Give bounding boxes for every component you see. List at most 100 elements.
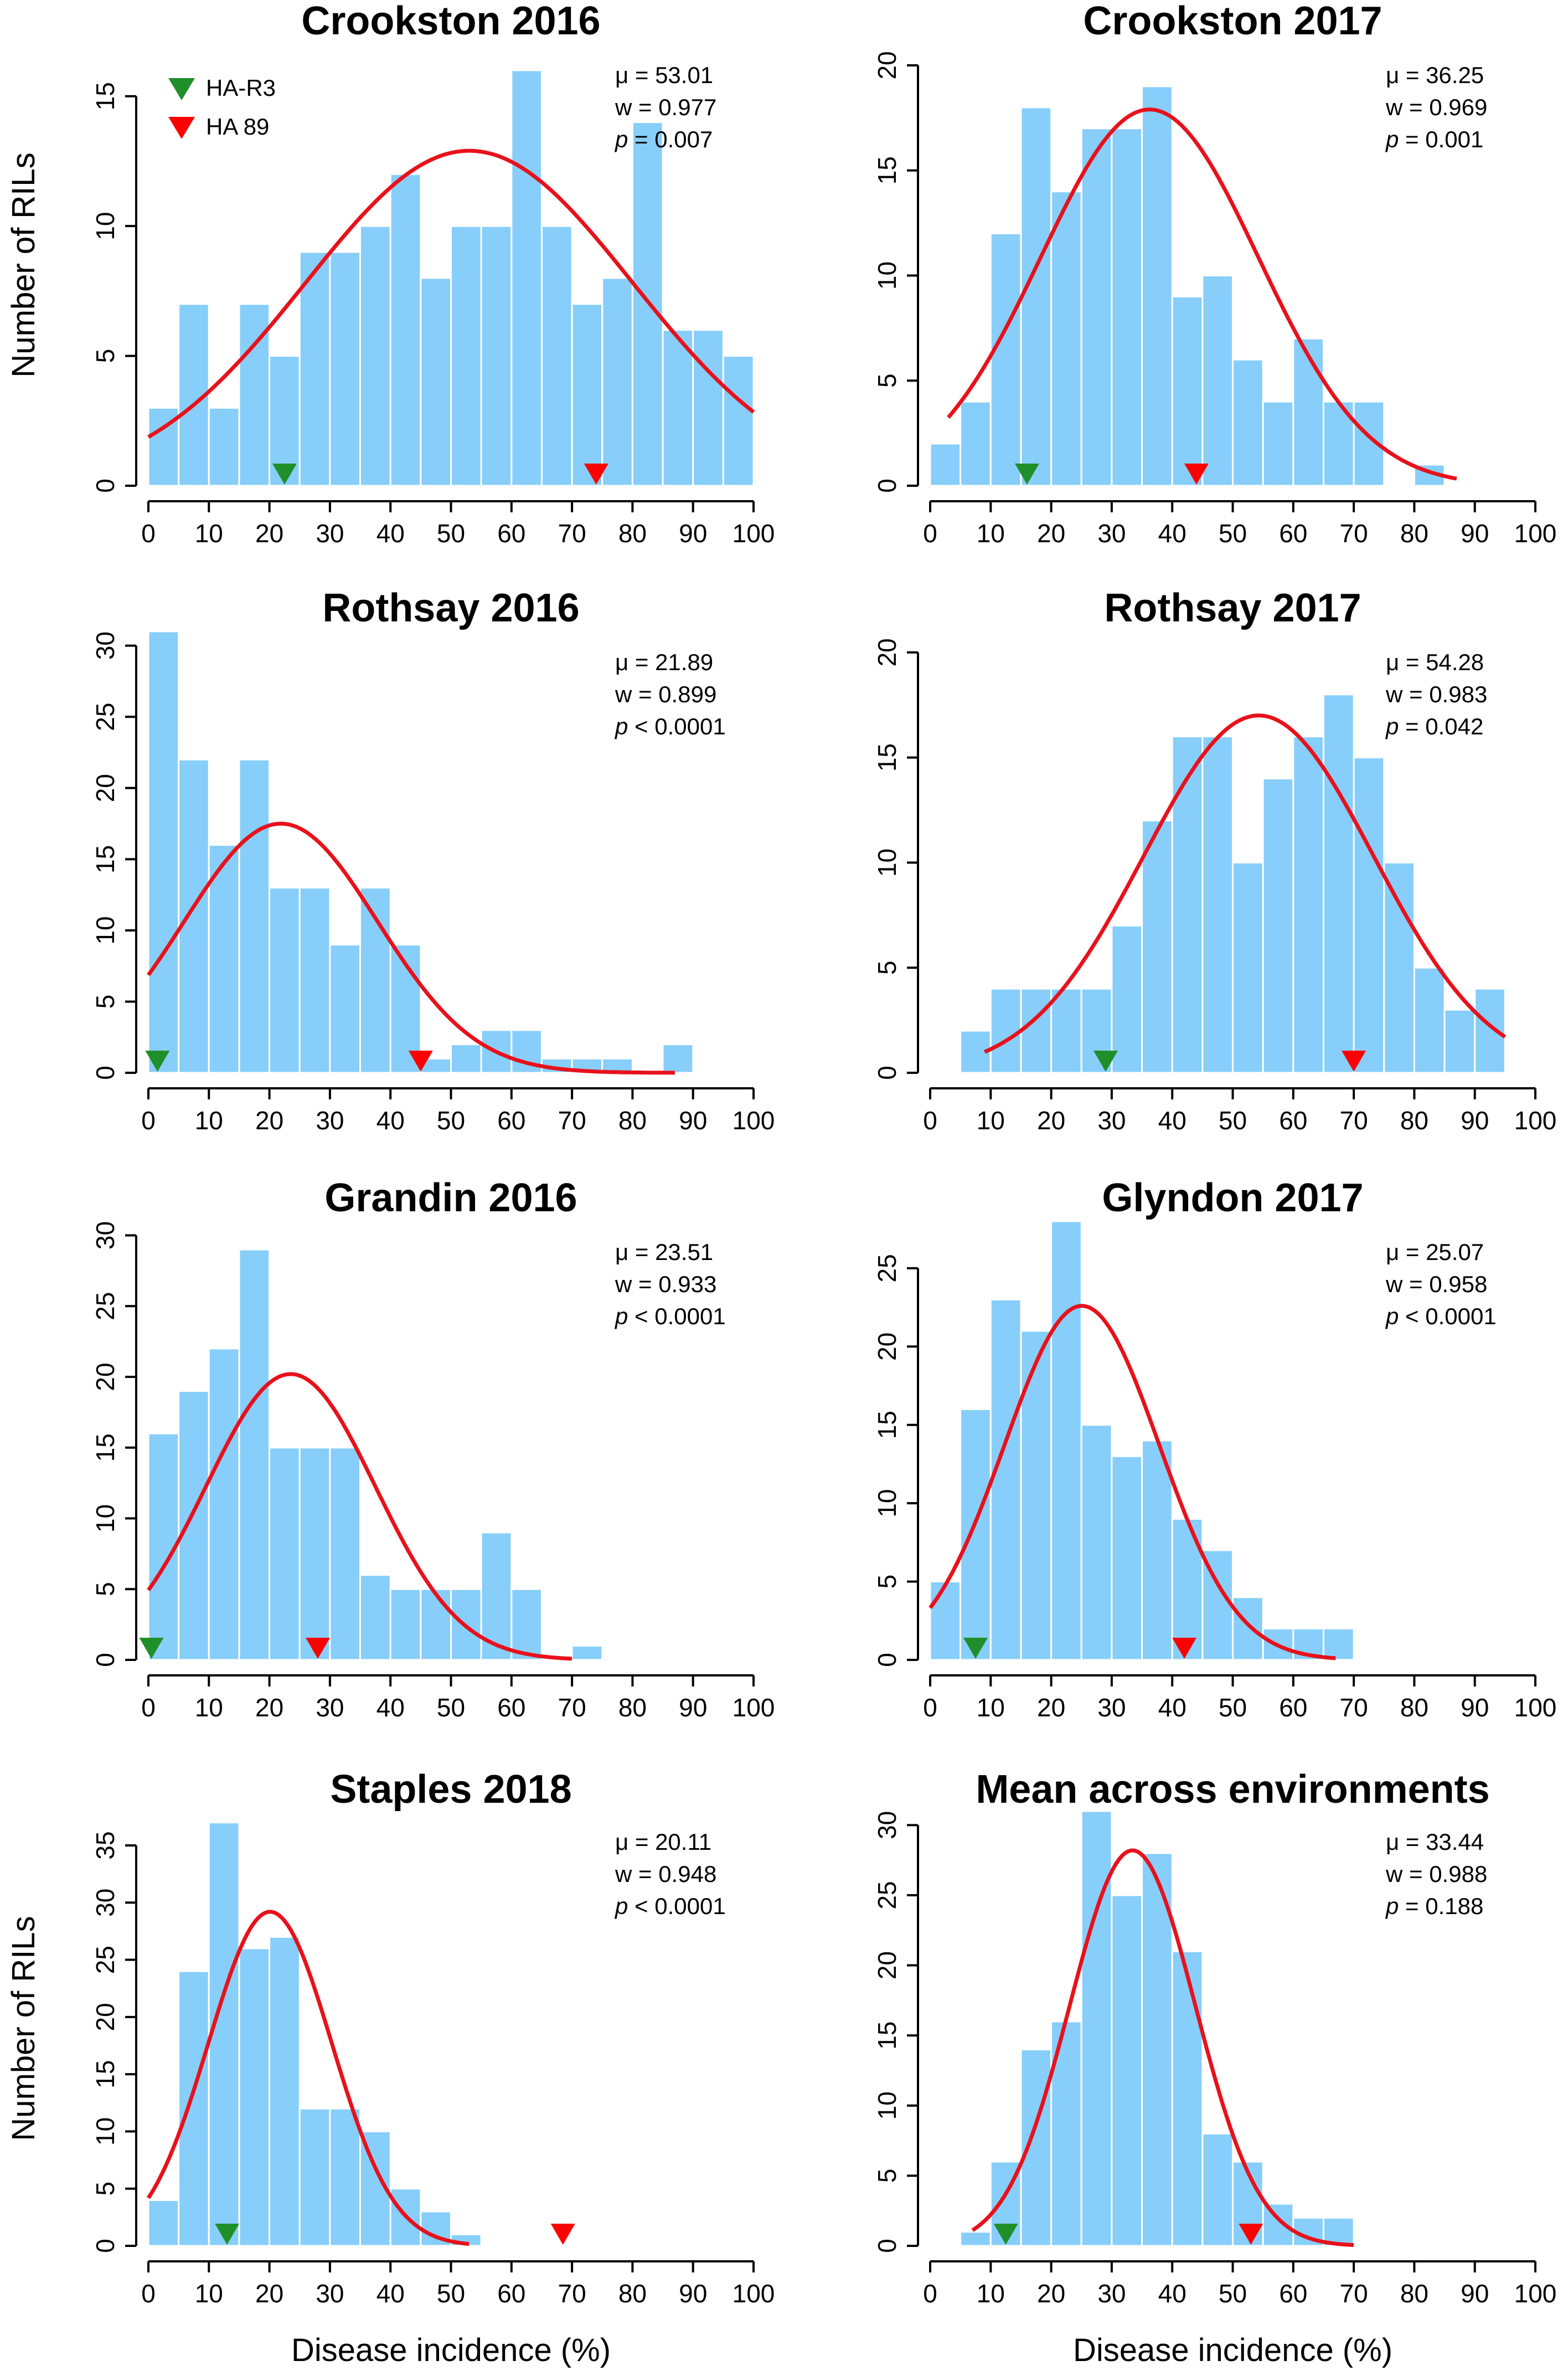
normal-fit-curve	[947, 107, 1457, 481]
y-tick-label: 0	[873, 2239, 901, 2253]
histogram-bar	[1262, 400, 1294, 487]
y-axis-title: Number of RILs	[6, 152, 42, 377]
histogram-bar	[389, 1588, 422, 1661]
x-tick-label: 60	[497, 1106, 525, 1135]
y-tick-label: 20	[873, 1333, 901, 1361]
x-tick-label: 80	[618, 1106, 647, 1135]
x-tick-label: 0	[923, 2279, 937, 2308]
x-tick-label: 20	[255, 1106, 283, 1135]
y-tick-label: 5	[873, 960, 901, 975]
y-tick-label: 25	[91, 1292, 120, 1320]
x-tick-label: 20	[1037, 2279, 1065, 2308]
panel-5: Grandin 2016 0 5 10 15 20 25 30 0 10 20 30 40 50 60 70 8…	[91, 1176, 775, 1722]
x-tick-label: 100	[1514, 1693, 1557, 1722]
parent-marker-ha-r3	[272, 464, 297, 485]
histogram-bar	[1141, 85, 1173, 487]
x-tick-label: 90	[1461, 1106, 1489, 1135]
histogram-bar	[1262, 778, 1294, 1074]
x-tick-label: 10	[977, 1693, 1005, 1722]
y-tick-label: 0	[873, 479, 901, 493]
x-tick-label: 50	[1219, 1106, 1247, 1135]
histogram-bar	[420, 1588, 452, 1661]
panel-title: Grandin 2016	[324, 1176, 577, 1220]
histogram-bar	[269, 1936, 301, 2247]
x-tick-label: 90	[1461, 1693, 1489, 1722]
y-tick-label: 10	[91, 212, 120, 240]
histogram-bar	[1201, 736, 1234, 1074]
histogram-bar	[238, 758, 271, 1074]
histogram-bar	[510, 69, 543, 487]
x-tick-label: 50	[437, 2279, 465, 2308]
histogram-bar	[1080, 1424, 1113, 1661]
stat-w: w = 0.958	[1385, 1271, 1487, 1297]
y-tick-label: 10	[873, 261, 901, 290]
histogram-bar	[1474, 988, 1506, 1074]
x-tick-label: 30	[1097, 1106, 1126, 1135]
x-tick-label: 40	[376, 1106, 405, 1135]
x-tick-label: 80	[1400, 1106, 1428, 1135]
stat-p: p = 0.042	[1385, 713, 1483, 739]
histogram-bar	[359, 225, 391, 487]
parent-marker-ha-r3	[145, 1051, 170, 1072]
histogram-bar	[208, 1348, 240, 1661]
histogram-bar	[1020, 106, 1053, 487]
y-tick-label: 0	[873, 1653, 901, 1667]
x-tick-label: 50	[437, 1106, 465, 1135]
legend-marker-ha-89	[168, 117, 195, 139]
histogram-bar	[1171, 295, 1204, 487]
x-tick-label: 40	[376, 519, 405, 548]
y-tick-label: 10	[873, 848, 901, 877]
y-tick-label: 20	[873, 638, 901, 666]
x-tick-label: 10	[195, 1106, 223, 1135]
panel-title: Glyndon 2017	[1102, 1176, 1363, 1220]
histogram-bar	[722, 355, 755, 487]
histogram-bar	[1050, 988, 1082, 1074]
histogram-bar	[960, 400, 992, 487]
parent-marker-ha-89	[408, 1051, 433, 1072]
panel-1: Crookston 2016 0 5 10 15 0 10 20 30 40 50 60 70 80 90 1…	[6, 0, 775, 548]
y-tick-label: 10	[91, 2117, 120, 2146]
normal-fit-curve	[147, 148, 755, 439]
panel-6: Glyndon 2017 0 5 10 15 20 25 0 10 20 30 40 50 60 70 80 9…	[873, 1176, 1556, 1722]
stat-mean: μ = 23.51	[615, 1239, 713, 1265]
x-tick-label: 30	[316, 2279, 344, 2308]
x-tick-label: 0	[141, 519, 156, 548]
x-tick-label: 20	[1037, 1693, 1065, 1722]
stat-p: p = 0.188	[1385, 1893, 1483, 1919]
histogram-bar	[1111, 1455, 1143, 1661]
histogram-bar	[1322, 1627, 1355, 1661]
histogram-bar	[1111, 127, 1143, 487]
x-tick-label: 60	[497, 2279, 525, 2308]
parent-marker-ha-89	[550, 2224, 575, 2245]
stat-w: w = 0.983	[1385, 681, 1487, 707]
y-tick-label: 15	[873, 2022, 901, 2050]
x-tick-label: 10	[195, 519, 223, 548]
x-axis-title: Disease incidence (%)	[1073, 2332, 1392, 2368]
stat-mean: μ = 20.11	[615, 1829, 711, 1855]
histogram-bar	[1111, 1894, 1143, 2247]
y-tick-label: 10	[873, 2091, 901, 2120]
histogram-bar	[1141, 1852, 1173, 2247]
x-tick-label: 30	[316, 1106, 344, 1135]
x-tick-label: 60	[497, 519, 525, 548]
x-tick-label: 80	[618, 519, 647, 548]
y-tick-label: 35	[91, 1831, 120, 1859]
histogram-bar	[1171, 736, 1204, 1074]
parent-marker-ha-89	[306, 1638, 331, 1659]
y-tick-label: 30	[873, 1811, 901, 1839]
y-tick-label: 10	[91, 916, 120, 944]
y-tick-label: 20	[873, 1951, 901, 1979]
x-tick-label: 90	[1461, 519, 1489, 548]
histogram-bar	[601, 277, 633, 487]
histogram-bar	[1292, 736, 1324, 1074]
x-tick-label: 80	[618, 2279, 647, 2308]
panel-title: Rothsay 2017	[1104, 586, 1361, 630]
histogram-bar	[929, 443, 962, 487]
stat-w: w = 0.969	[1385, 94, 1487, 120]
x-tick-label: 100	[1514, 1106, 1557, 1135]
y-tick-label: 5	[91, 1582, 120, 1596]
x-tick-label: 80	[1400, 1693, 1428, 1722]
histogram-bar	[571, 303, 604, 487]
x-tick-label: 20	[255, 1693, 283, 1722]
y-tick-label: 5	[91, 2182, 120, 2196]
